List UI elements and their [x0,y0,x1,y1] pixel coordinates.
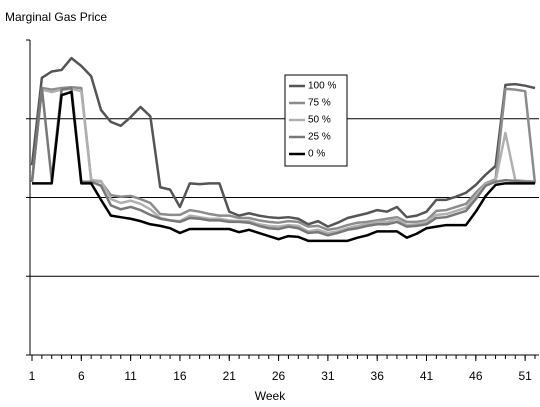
x-tick-label: 46 [469,369,483,383]
legend-label: 100 % [308,81,336,92]
x-tick-label: 36 [371,369,385,383]
x-tick-label: 11 [124,369,137,383]
x-tick-label: 51 [518,369,532,383]
x-tick-label: 21 [223,369,237,383]
x-tick-label: 26 [272,369,286,383]
series-line [30,56,536,228]
x-tick-label: 31 [321,369,335,383]
legend-label: 75 % [308,98,331,109]
legend-label: 0 % [308,149,325,160]
x-tick-label: 1 [29,369,36,383]
series-line [30,87,536,235]
series-line [30,86,535,237]
x-tick-label: 6 [78,369,85,383]
x-axis-label: Week [255,389,286,403]
series-line [32,90,535,243]
legend-label: 25 % [308,132,331,143]
x-tick-label: 16 [173,369,187,383]
legend-label: 50 % [308,115,331,126]
series-line [30,86,537,232]
chart-title: Marginal Gas Price [5,10,107,24]
x-tick-label: 41 [420,369,434,383]
